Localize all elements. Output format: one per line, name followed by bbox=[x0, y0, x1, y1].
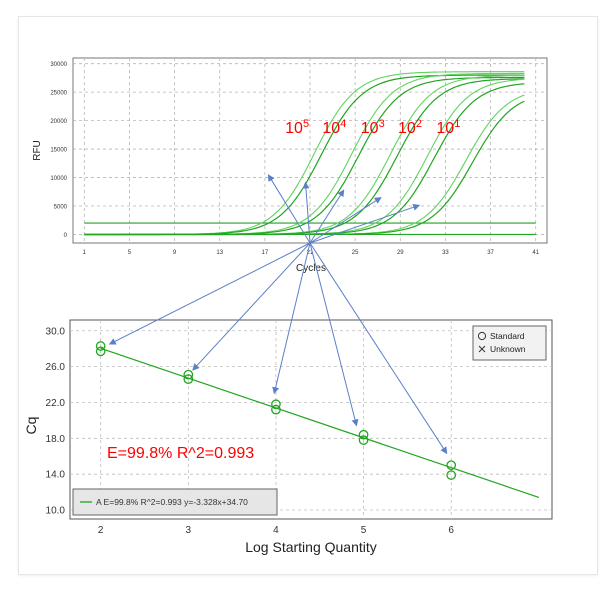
dilution-label: 101 bbox=[436, 118, 460, 137]
standard-point bbox=[446, 470, 457, 480]
amplification-x-tick-label: 29 bbox=[397, 250, 404, 256]
legend-unknown-symbol bbox=[478, 345, 486, 353]
connector-arrow bbox=[192, 242, 311, 371]
standard-point bbox=[183, 374, 194, 385]
connector-arrow bbox=[272, 242, 311, 395]
amplification-x-tick-label: 13 bbox=[216, 250, 223, 256]
dilution-label: 105 bbox=[285, 118, 309, 137]
dilution-label: 103 bbox=[361, 118, 385, 137]
standard-point bbox=[358, 435, 369, 445]
regression-line bbox=[100, 347, 540, 499]
standard-point bbox=[95, 346, 106, 357]
standard-y-tick-label: 18.0 bbox=[46, 434, 66, 445]
connector-arrow bbox=[309, 203, 421, 244]
standard-x-tick-label: 3 bbox=[186, 525, 192, 536]
amplification-x-tick-label: 41 bbox=[532, 250, 539, 256]
connector-arrow bbox=[309, 189, 345, 244]
amplification-y-tick-label: 15000 bbox=[50, 148, 67, 154]
dilution-label: 104 bbox=[322, 118, 346, 137]
connector-arrow bbox=[302, 181, 311, 244]
amplification-x-tick-label: 25 bbox=[352, 250, 359, 256]
standard-x-tick-label: 6 bbox=[448, 525, 454, 536]
connector-arrow bbox=[309, 197, 382, 244]
connector-arrow bbox=[108, 242, 311, 345]
amplification-y-tick-label: 5000 bbox=[54, 205, 68, 211]
legend-standard-label: Standard bbox=[490, 331, 525, 341]
standard-x-axis-label: Log Starting Quantity bbox=[245, 539, 377, 555]
amplification-x-tick-label: 5 bbox=[128, 250, 132, 256]
amplification-x-axis-label: Cycles bbox=[296, 263, 326, 274]
amplification-x-tick-label: 17 bbox=[262, 250, 269, 256]
connector-arrow bbox=[309, 242, 359, 427]
standard-y-tick-label: 30.0 bbox=[46, 326, 66, 337]
standard-x-tick-label: 2 bbox=[98, 525, 104, 536]
dilution-label: 102 bbox=[398, 118, 422, 137]
standard-point bbox=[271, 399, 281, 410]
standard-point bbox=[271, 404, 281, 415]
standard-point bbox=[183, 369, 194, 380]
amplification-y-axis-label: RFU bbox=[32, 140, 43, 161]
fit-legend-label: A E=99.8% R^2=0.993 y=-3.328x+34.70 bbox=[96, 497, 248, 507]
amplification-y-tick-label: 20000 bbox=[50, 119, 67, 125]
standard-y-tick-label: 26.0 bbox=[46, 362, 66, 373]
connector-arrow bbox=[267, 174, 311, 244]
standard-point bbox=[358, 429, 369, 440]
amplification-x-tick-label: 9 bbox=[173, 250, 177, 256]
fit-legend-box bbox=[72, 488, 278, 516]
amplification-x-tick-label: 1 bbox=[83, 250, 87, 256]
amplification-y-tick-label: 30000 bbox=[50, 62, 67, 68]
legend-box bbox=[472, 325, 547, 361]
standard-x-tick-label: 5 bbox=[361, 525, 367, 536]
standard-point bbox=[95, 341, 106, 351]
amplification-y-tick-label: 25000 bbox=[50, 91, 67, 97]
legend-standard-symbol bbox=[477, 331, 487, 341]
connector-arrow bbox=[309, 242, 448, 455]
standard-y-tick-label: 14.0 bbox=[46, 470, 66, 481]
amplification-y-tick-label: 0 bbox=[64, 233, 68, 239]
standard-y-axis-label: Cq bbox=[23, 417, 39, 435]
standard-x-tick-label: 4 bbox=[273, 525, 279, 536]
standard-y-tick-label: 22.0 bbox=[46, 398, 66, 409]
standard-point bbox=[446, 460, 457, 471]
amplification-x-tick-label: 37 bbox=[487, 250, 494, 256]
amplification-y-tick-label: 10000 bbox=[50, 176, 67, 182]
amplification-x-tick-label: 21 bbox=[307, 250, 314, 256]
standard-y-tick-label: 10.0 bbox=[46, 506, 66, 517]
efficiency-annotation: E=99.8% R^2=0.993 bbox=[107, 445, 254, 462]
legend-unknown-label: Unknown bbox=[490, 344, 526, 354]
amplification-x-tick-label: 33 bbox=[442, 250, 449, 256]
